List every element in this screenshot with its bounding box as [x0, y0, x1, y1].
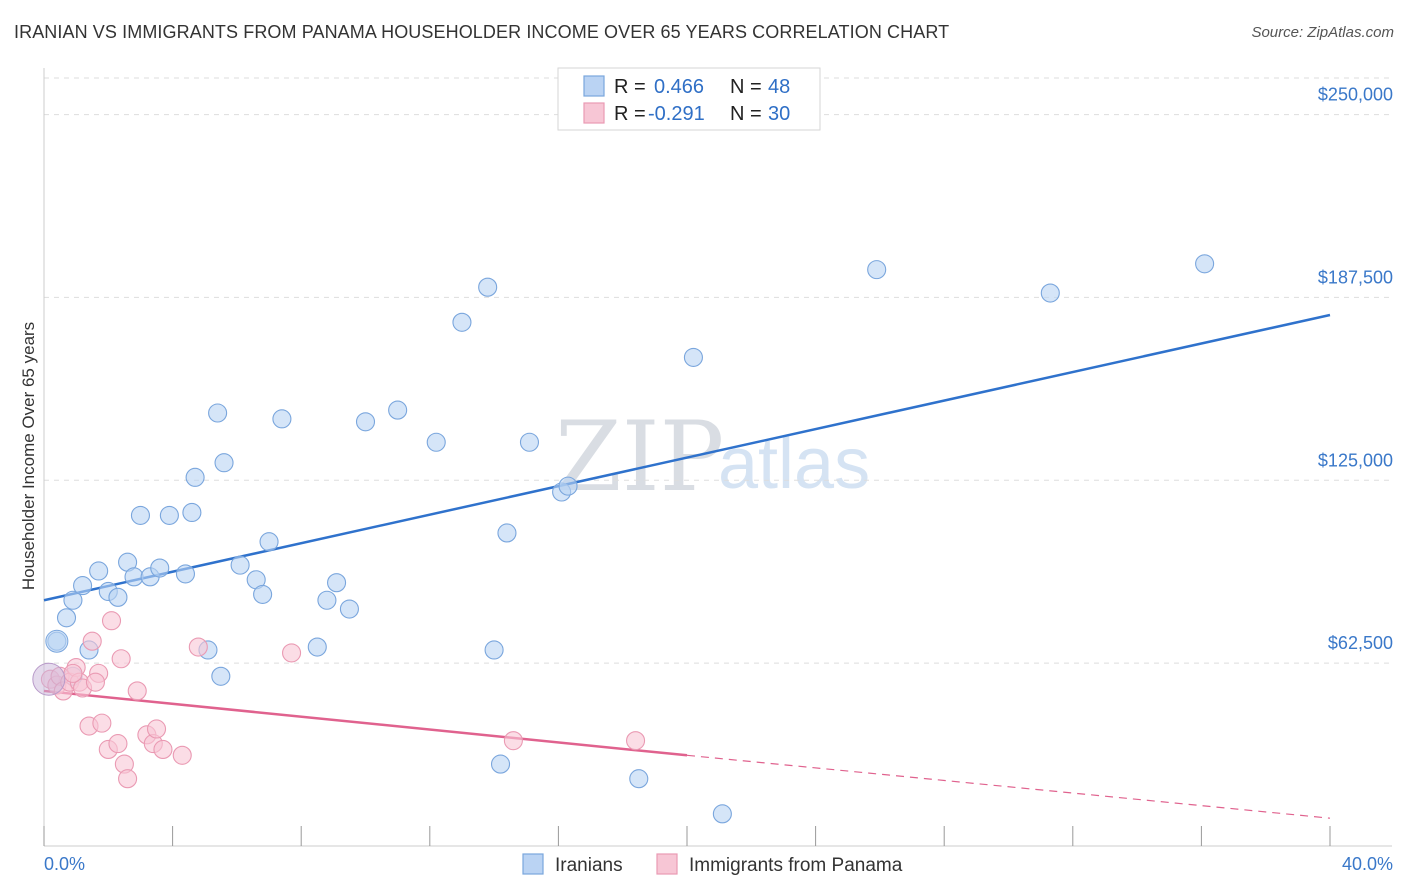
- panama-point: [503, 731, 523, 751]
- panama-point: [188, 637, 208, 657]
- watermark: ZIP atlas: [555, 401, 870, 513]
- x-tick-label: 40.0%: [1342, 854, 1393, 874]
- iranians-point: [339, 599, 359, 619]
- panama-point: [111, 649, 131, 669]
- iranians-point: [175, 564, 196, 584]
- bottom-legend-label-iranians: Iranians: [555, 855, 623, 876]
- panama-point: [118, 769, 138, 789]
- legend-swatch-iranians: [583, 75, 605, 97]
- grid: $62,500 $125,000 $187,500 $250,000: [44, 77, 1393, 664]
- iranians-point: [124, 567, 144, 587]
- panama-point: [92, 713, 112, 733]
- legend-r-label-panama: R =: [614, 103, 646, 125]
- x-tick-label: 0.0%: [44, 854, 85, 874]
- iranians-point: [230, 555, 250, 575]
- iranians-point: [426, 432, 446, 452]
- iranians-point: [150, 558, 170, 578]
- iranians-point: [214, 453, 234, 473]
- iranians-point: [63, 590, 83, 610]
- iranians-point: [317, 590, 337, 610]
- iranians-point: [253, 584, 273, 604]
- axes: 0.0% 40.0%: [43, 68, 1393, 874]
- iranians-point: [484, 640, 504, 660]
- iranians-point: [558, 476, 578, 496]
- iranians-point: [478, 277, 498, 297]
- iranians-point: [355, 412, 376, 432]
- panama-point: [146, 719, 167, 739]
- cluster-point: [32, 662, 66, 696]
- legend-r-value-panama: -0.291: [648, 103, 705, 125]
- iranians-point: [73, 576, 93, 596]
- iranians-point: [185, 467, 205, 487]
- iranians-point: [208, 403, 228, 423]
- iranians-point: [182, 502, 202, 523]
- panama-trend-extension: [686, 754, 1331, 819]
- iranians-point: [211, 666, 231, 686]
- legend-n-value-panama: 30: [768, 103, 790, 125]
- panama-point: [153, 739, 173, 760]
- bottom-legend-swatch-iranians: [522, 853, 544, 875]
- panama-trend-line: [43, 689, 688, 757]
- watermark-zip: ZIP: [555, 401, 724, 513]
- bottom-legend: Iranians Immigrants from Panama: [522, 853, 903, 876]
- iranians-point: [45, 629, 69, 653]
- iranians-point: [519, 432, 540, 452]
- iranians-point: [159, 505, 179, 525]
- panama-point: [626, 731, 646, 751]
- y-tick-label: $62,500: [1328, 633, 1393, 653]
- legend-n-value-iranians: 48: [768, 76, 790, 98]
- iranians-point: [108, 587, 128, 607]
- panama-point: [63, 663, 83, 683]
- iranians-point: [130, 505, 150, 525]
- y-axis-title: Householder Income Over 65 years: [19, 322, 38, 590]
- iranians-point: [327, 573, 347, 593]
- iranians-point: [56, 608, 77, 628]
- legend-n-label-panama: N =: [730, 103, 762, 125]
- iranians-point: [388, 400, 408, 420]
- legend-r-label-iranians: R =: [614, 76, 646, 98]
- y-tick-label: $187,500: [1318, 267, 1393, 287]
- chart-title: IRANIAN VS IMMIGRANTS FROM PANAMA HOUSEH…: [14, 22, 950, 42]
- data-points: [32, 254, 1215, 824]
- iranians-point: [497, 523, 517, 543]
- legend: R = 0.466 N = 48 R = -0.291 N = 30: [557, 67, 821, 131]
- watermark-atlas: atlas: [718, 424, 870, 504]
- panama-point: [108, 734, 128, 754]
- y-tick-label: $125,000: [1318, 450, 1393, 470]
- panama-point: [127, 681, 147, 701]
- iranians-point: [1195, 254, 1215, 274]
- iranians-point: [307, 637, 327, 657]
- legend-n-label-iranians: N =: [730, 76, 762, 98]
- panama-point: [282, 643, 302, 663]
- bottom-legend-swatch-panama: [656, 853, 678, 875]
- iranians-point: [452, 312, 472, 332]
- source-label: Source: ZipAtlas.com: [1251, 24, 1394, 41]
- panama-point: [85, 672, 105, 692]
- panama-point: [172, 745, 192, 765]
- iranians-point: [89, 561, 109, 581]
- panama-point: [101, 611, 122, 631]
- iranians-point: [683, 347, 703, 367]
- legend-swatch-panama: [583, 102, 605, 124]
- panama-point: [82, 631, 102, 651]
- iranians-point: [490, 754, 511, 774]
- y-tick-label: $250,000: [1318, 85, 1393, 105]
- bottom-legend-label-panama: Immigrants from Panama: [689, 855, 903, 876]
- iranians-trend-line: [43, 313, 1331, 602]
- iranians-point: [629, 769, 649, 789]
- trend-lines: [43, 313, 1331, 819]
- iranians-point: [259, 532, 279, 552]
- iranians-point: [867, 260, 887, 280]
- legend-r-value-iranians: 0.466: [654, 76, 704, 98]
- iranians-point: [272, 409, 292, 429]
- iranians-point: [712, 804, 732, 824]
- iranians-point: [1040, 283, 1060, 303]
